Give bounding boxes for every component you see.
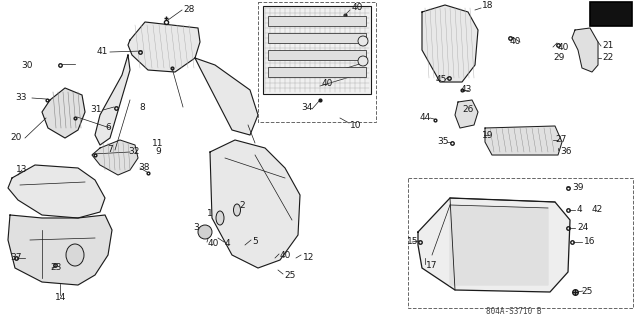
Text: 29: 29 <box>553 53 564 62</box>
Text: 39: 39 <box>572 183 584 192</box>
Text: FR.: FR. <box>594 9 613 19</box>
Text: 40: 40 <box>558 42 570 51</box>
Polygon shape <box>418 198 570 292</box>
Polygon shape <box>95 55 130 145</box>
Text: 3: 3 <box>193 224 199 233</box>
Text: 6: 6 <box>105 123 111 132</box>
Text: 43: 43 <box>461 85 472 94</box>
Text: 28: 28 <box>183 4 195 13</box>
Text: 19: 19 <box>482 130 493 139</box>
Text: 23: 23 <box>50 263 61 272</box>
Ellipse shape <box>216 211 224 225</box>
Text: 17: 17 <box>426 262 438 271</box>
Text: 12: 12 <box>303 253 314 262</box>
Text: 37: 37 <box>10 254 22 263</box>
Text: 42: 42 <box>592 205 604 214</box>
Text: 13: 13 <box>16 166 28 174</box>
Polygon shape <box>128 22 200 72</box>
Text: 25: 25 <box>581 286 593 295</box>
Bar <box>268 50 366 60</box>
Text: 40: 40 <box>322 79 333 88</box>
Text: 45: 45 <box>436 76 447 85</box>
Text: 41: 41 <box>97 48 108 56</box>
Polygon shape <box>485 126 562 155</box>
Polygon shape <box>8 215 112 285</box>
Circle shape <box>198 225 212 239</box>
Text: 38: 38 <box>138 164 150 173</box>
Text: 33: 33 <box>15 93 26 102</box>
Text: 14: 14 <box>55 293 67 302</box>
Text: 31: 31 <box>90 106 102 115</box>
Text: 10: 10 <box>350 122 362 130</box>
Text: 40: 40 <box>510 38 522 47</box>
Bar <box>268 33 366 43</box>
Text: 40: 40 <box>208 240 220 249</box>
Text: 8: 8 <box>139 102 145 112</box>
Polygon shape <box>92 140 138 175</box>
Text: 22: 22 <box>602 54 613 63</box>
Bar <box>408 178 633 308</box>
Text: 4: 4 <box>577 205 582 214</box>
Bar <box>258 2 376 122</box>
Ellipse shape <box>66 244 84 266</box>
Text: 9: 9 <box>155 147 161 157</box>
Text: 32: 32 <box>128 147 140 157</box>
Text: 11: 11 <box>152 138 163 147</box>
Polygon shape <box>450 205 548 285</box>
Text: 7: 7 <box>107 145 113 154</box>
Text: 44: 44 <box>420 114 431 122</box>
Text: 36: 36 <box>560 147 572 157</box>
Text: 2: 2 <box>239 202 244 211</box>
Text: 15: 15 <box>407 238 419 247</box>
Polygon shape <box>42 88 85 138</box>
Text: 34: 34 <box>301 103 312 113</box>
Ellipse shape <box>358 36 368 46</box>
Polygon shape <box>455 100 478 128</box>
Polygon shape <box>572 28 598 72</box>
Text: 32: 32 <box>322 70 333 78</box>
Polygon shape <box>8 165 105 218</box>
Bar <box>590 2 632 26</box>
Text: 18: 18 <box>482 2 493 11</box>
Ellipse shape <box>234 204 241 216</box>
Text: 804A-S3710 B: 804A-S3710 B <box>486 308 541 316</box>
Text: 1: 1 <box>207 209 212 218</box>
Text: 20: 20 <box>10 133 21 143</box>
Polygon shape <box>195 58 258 135</box>
Text: 21: 21 <box>602 41 613 50</box>
Polygon shape <box>210 140 300 268</box>
Text: 40: 40 <box>352 4 364 12</box>
Text: 26: 26 <box>462 106 474 115</box>
Text: 35: 35 <box>437 137 449 146</box>
Polygon shape <box>422 5 478 82</box>
Text: 24: 24 <box>577 224 588 233</box>
Text: 4: 4 <box>225 240 230 249</box>
Bar <box>263 6 371 94</box>
Ellipse shape <box>358 56 368 66</box>
Text: 40: 40 <box>280 251 291 261</box>
Text: 5: 5 <box>252 238 258 247</box>
Text: 16: 16 <box>584 238 595 247</box>
Text: 25: 25 <box>284 271 296 280</box>
Bar <box>268 67 366 77</box>
Text: 30: 30 <box>21 61 33 70</box>
Bar <box>268 16 366 26</box>
Text: 27: 27 <box>555 136 566 145</box>
